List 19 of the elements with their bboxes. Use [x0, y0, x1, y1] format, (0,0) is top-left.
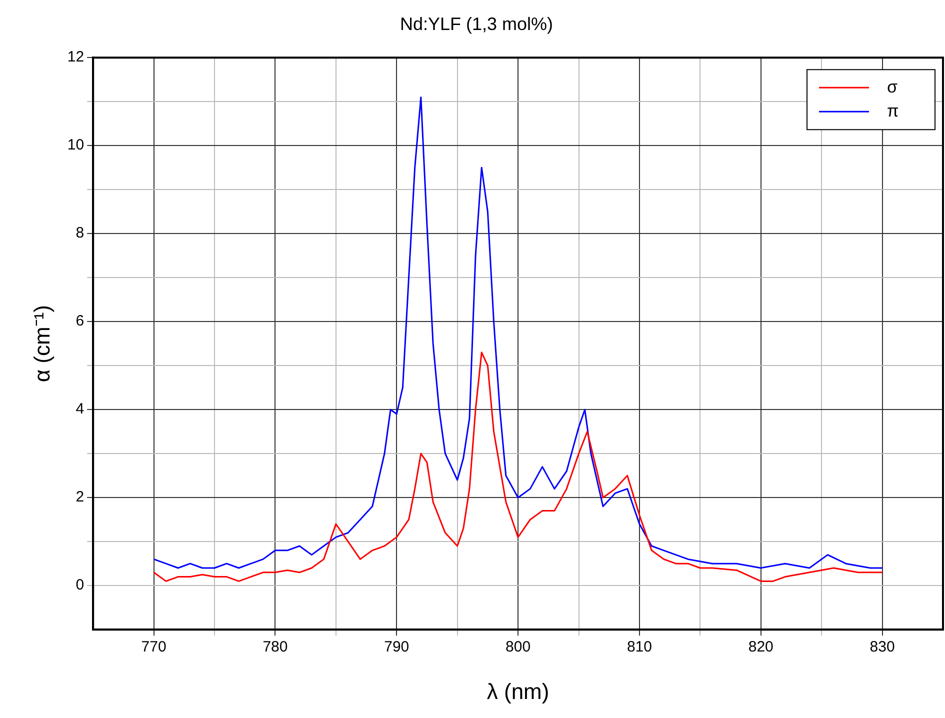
y-axis-title: α (cm⁻¹): [29, 305, 54, 382]
y-tick-label: 10: [67, 136, 84, 154]
x-tick-label: 770: [141, 638, 166, 656]
y-tick-label: 4: [76, 400, 84, 418]
y-tick-label: 12: [67, 48, 84, 66]
x-tick-label: 810: [626, 638, 652, 656]
x-tick-label: 780: [262, 638, 288, 656]
x-axis-title: λ (nm): [486, 678, 550, 704]
legend-label: σ: [887, 77, 898, 96]
chart-title: Nd:YLF (1,3 mol%): [400, 14, 554, 34]
legend-label: π: [887, 101, 899, 120]
x-tick-label: 830: [870, 638, 895, 656]
y-tick-label: 2: [76, 488, 84, 506]
y-tick-label: 8: [76, 224, 84, 242]
x-tick-label: 800: [506, 638, 531, 656]
y-tick-label: 6: [76, 312, 84, 330]
y-tick-label: 0: [76, 576, 84, 594]
x-tick-label: 820: [748, 638, 774, 656]
x-tick-label: 790: [384, 638, 410, 656]
